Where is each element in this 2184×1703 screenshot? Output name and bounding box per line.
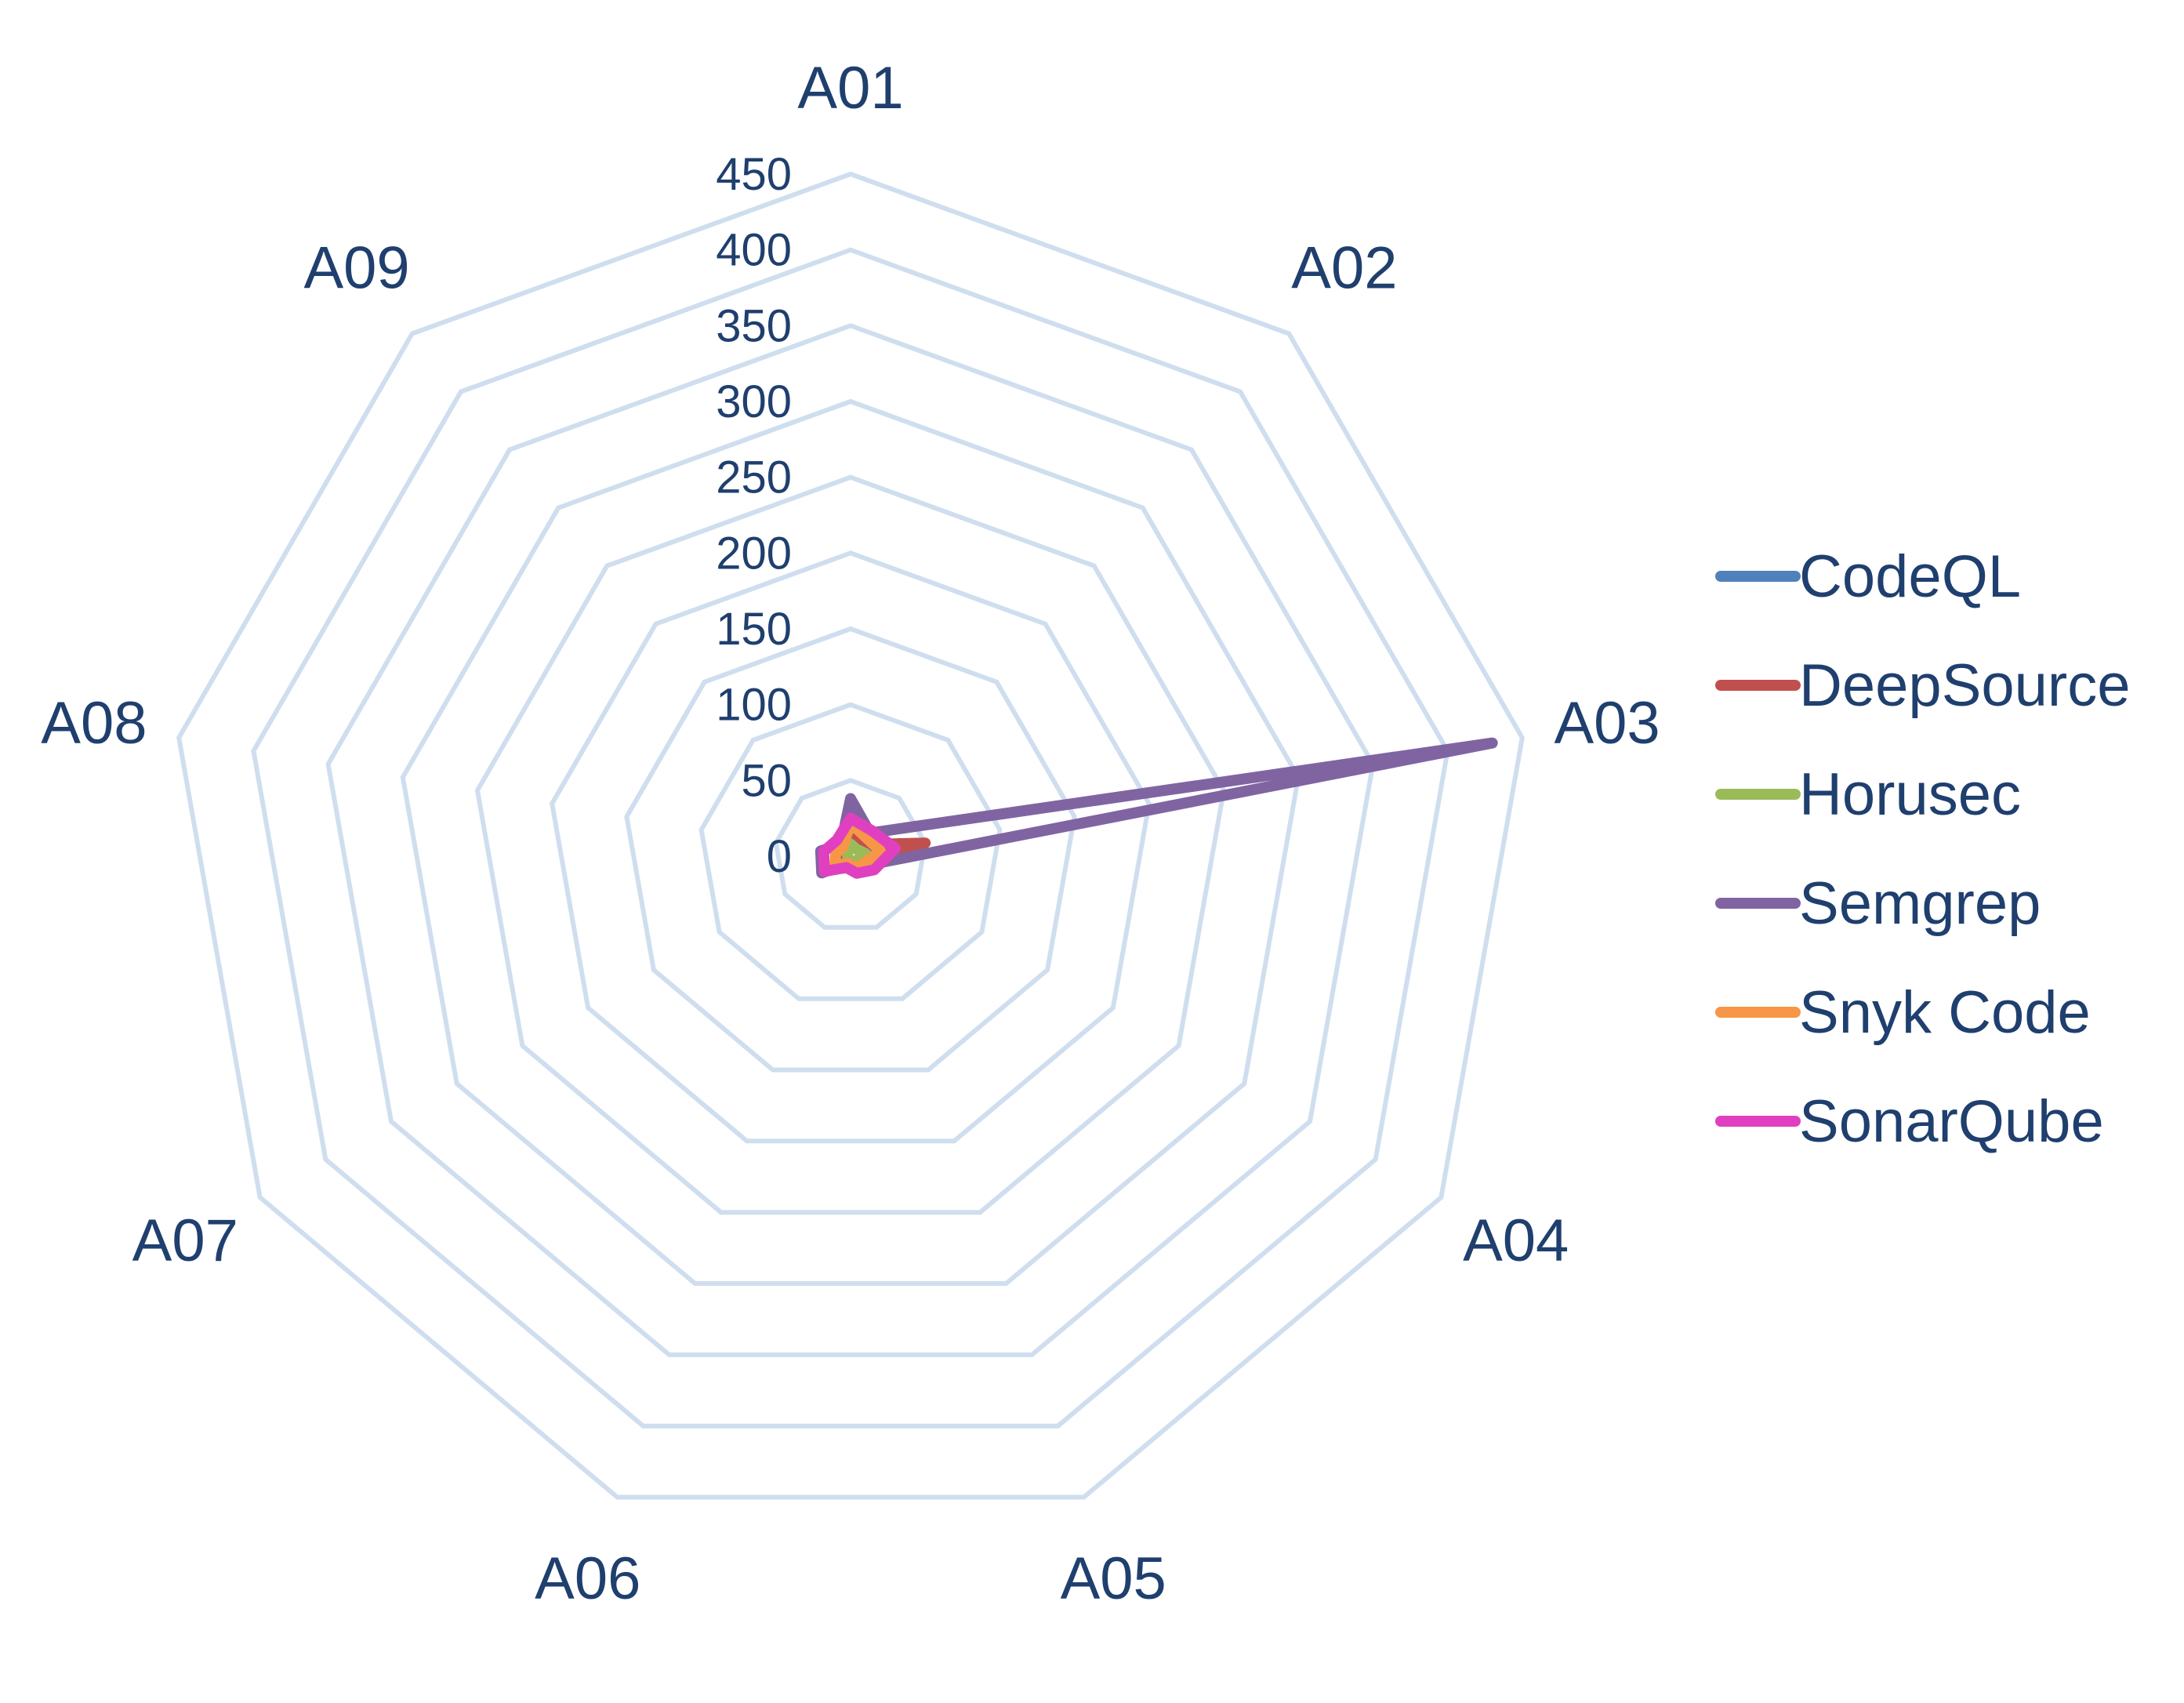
tick-label: 100 [716,680,792,731]
grid-ring-200 [550,550,1152,1144]
tick-label: 300 [716,376,792,427]
grid-ring-450 [176,171,1525,1500]
legend: CodeQL DeepSource Horusec Semgrep Snyk Code S… [1715,543,2131,1155]
grid-ring-50 [773,778,928,930]
legend-item: DeepSource [1715,652,2131,719]
category-axis-labels: A01 A02 A03 A04 A05 A06 A07 A08 A09 [41,55,1660,1612]
series-semgrep [814,737,1498,879]
axis-label-a09: A09 [303,234,409,301]
legend-item: SonarQube [1715,1088,2104,1155]
tick-label: 400 [716,225,792,276]
radial-tick-labels: 0 50 100 150 200 250 300 350 400 450 [716,149,792,882]
tick-label: 0 [767,831,792,882]
axis-label-a08: A08 [41,690,147,757]
tick-label: 450 [716,149,792,200]
axis-label-a04: A04 [1463,1207,1569,1274]
axis-label-a02: A02 [1291,234,1397,301]
tick-label: 50 [741,755,792,806]
series-lines [814,737,1498,879]
axis-label-a03: A03 [1554,690,1660,757]
legend-item: Horusec [1715,761,2021,828]
radar-grid [176,171,1525,1500]
grid-ring-250 [474,474,1227,1215]
tick-label: 250 [716,452,792,503]
legend-item: Semgrep [1715,870,2041,937]
axis-label-a07: A07 [132,1207,238,1274]
series-sonarqube [818,812,902,879]
legend-label: DeepSource [1799,652,2131,719]
grid-ring-400 [251,247,1450,1429]
legend-label: CodeQL [1799,543,2021,610]
legend-item: CodeQL [1715,543,2021,610]
axis-label-a06: A06 [535,1545,640,1612]
tick-label: 200 [716,528,792,579]
tick-label: 350 [716,300,792,351]
grid-ring-150 [624,626,1077,1073]
grid-ring-100 [698,702,1003,1001]
legend-label: Semgrep [1799,870,2041,937]
tick-label: 150 [716,604,792,655]
axis-label-a01: A01 [797,55,903,122]
legend-item: Snyk Code [1715,979,2091,1046]
legend-label: SonarQube [1799,1088,2104,1155]
legend-label: Horusec [1799,761,2021,828]
legend-label: Snyk Code [1799,979,2091,1046]
grid-ring-300 [400,398,1301,1286]
axis-label-a05: A05 [1061,1545,1166,1612]
grid-ring-350 [325,323,1376,1357]
